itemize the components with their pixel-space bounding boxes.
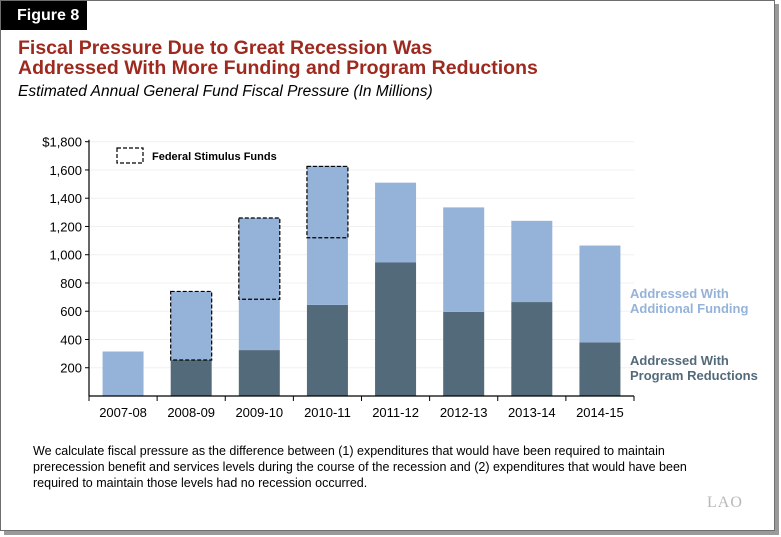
y-tick-label: 1,200: [49, 219, 82, 234]
x-tick-label: 2008-09: [167, 405, 215, 420]
y-tick-label: 800: [60, 276, 82, 291]
chart-subtitle: Estimated Annual General Fund Fiscal Pre…: [18, 83, 433, 100]
bar-additional-funding: [511, 220, 553, 303]
x-tick-label: 2014-15: [576, 405, 624, 420]
bar-additional-funding: [306, 165, 348, 305]
bar-program-reductions: [170, 359, 212, 396]
y-tick-label: 1,600: [49, 163, 82, 178]
federal-stimulus-box: [238, 217, 281, 300]
bar-chart: 200 400 600 800 1,000 1,200 1,400 1,600 $1,800 20…: [42, 135, 758, 420]
federal-stimulus-box: [306, 165, 349, 239]
y-tick-label: 1,000: [49, 248, 82, 263]
x-tick-label: 2007-08: [99, 405, 147, 420]
federal-stimulus-box: [170, 290, 213, 361]
bar-program-reductions: [238, 350, 280, 396]
legend-program-reductions: Program Reductions: [630, 368, 758, 383]
bar-additional-funding: [170, 291, 212, 360]
lao-logo: LAO: [707, 494, 743, 511]
bar-additional-funding: [238, 217, 280, 351]
y-tick-label: 600: [60, 304, 82, 319]
y-tick-label: 400: [60, 332, 82, 347]
x-tick-label: 2009-10: [235, 405, 283, 420]
x-tick-label: 2011-12: [372, 405, 419, 420]
x-tick-label: 2012-13: [440, 405, 488, 420]
y-tick-label: 1,400: [49, 191, 82, 206]
legend-additional-funding: Additional Funding: [630, 301, 748, 316]
title-line: Fiscal Pressure Due to Great Recession W…: [18, 37, 433, 59]
x-tick-label: 2010-11: [304, 405, 351, 420]
bar-program-reductions: [306, 304, 348, 396]
legend-program-reductions: Addressed With: [630, 353, 729, 368]
title-line: Addressed With More Funding and Program …: [18, 57, 538, 79]
legend-stimulus-swatch: [116, 147, 144, 164]
bar-additional-funding: [375, 182, 417, 263]
y-tick-label: 200: [60, 361, 82, 376]
bar-additional-funding: [579, 245, 621, 343]
figure-label: Figure 8: [1, 1, 87, 30]
bar-program-reductions: [443, 311, 485, 396]
y-tick-label: $1,800: [42, 135, 82, 150]
bar-additional-funding: [102, 351, 144, 396]
bar-program-reductions: [511, 302, 553, 396]
bar-program-reductions: [579, 342, 621, 396]
chart-title: Fiscal Pressure Due to Great Recession W…: [18, 38, 538, 78]
bar-program-reductions: [375, 262, 417, 396]
footnote: We calculate fiscal pressure as the diff…: [33, 444, 687, 490]
legend-additional-funding: Addressed With: [630, 286, 729, 301]
bar-additional-funding: [443, 207, 485, 312]
legend-stimulus-label: Federal Stimulus Funds: [152, 151, 277, 163]
x-tick-label: 2013-14: [508, 405, 556, 420]
